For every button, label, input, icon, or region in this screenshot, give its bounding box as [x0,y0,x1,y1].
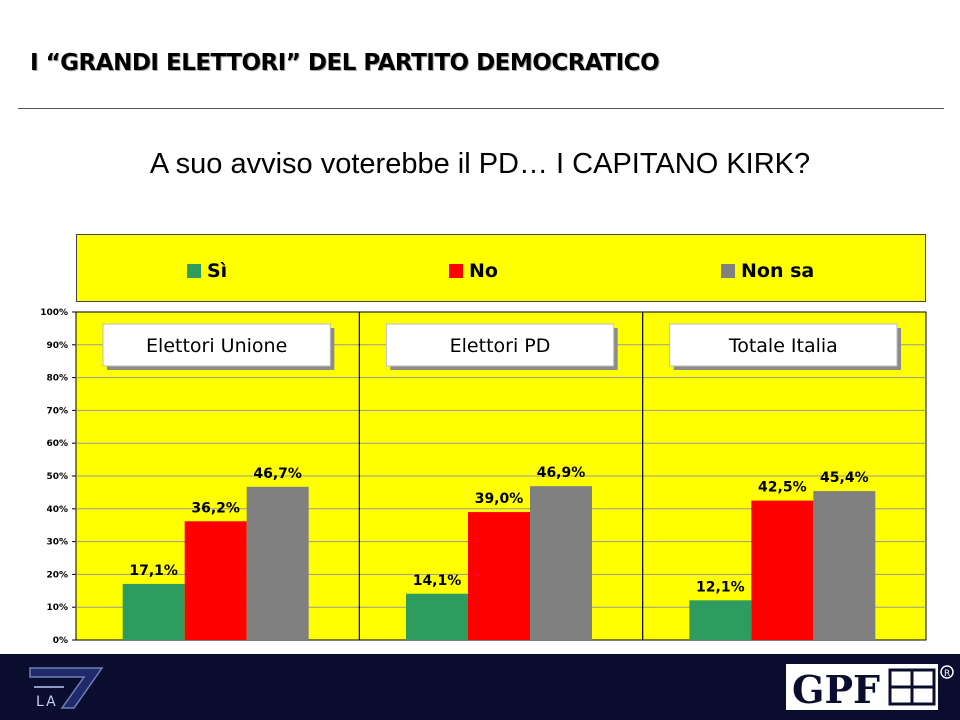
y-tick-label: 50% [46,472,68,482]
legend-swatch-si [187,264,201,278]
title-divider [18,108,944,109]
bar [406,593,468,640]
slide-title: I “GRANDI ELETTORI” DEL PARTITO DEMOCRAT… [30,50,660,76]
bar [246,486,309,640]
bar [184,521,247,640]
bar [122,583,185,640]
bar [530,486,592,640]
svg-text:GPF: GPF [792,667,880,712]
bar-chart: 0% 10% 20% 30% 40% 50% 60% 70% 80% 90% 100% Elettor… [40,308,927,646]
data-label: 14,1% [413,573,462,589]
legend-item-non-sa: Non sa [721,260,814,282]
data-label: 12,1% [696,579,745,595]
bar [813,491,876,640]
legend-swatch-no [449,264,463,278]
gpf-logo: GPF R [786,664,954,712]
legend-item-si: Sì [187,260,227,282]
y-tick-label: 100% [40,308,68,318]
chart-legend: Sì No Non sa [76,234,926,302]
data-label: 39,0% [475,491,524,507]
y-tick-label: 40% [46,505,68,515]
panel-title-box [385,323,615,367]
y-tick-label: 60% [46,439,68,449]
panel-title: Totale Italia [728,335,838,357]
y-tick-label: 90% [46,341,68,351]
data-label: 17,1% [129,563,178,579]
legend-label-si: Sì [207,260,228,282]
legend-label-no: No [469,260,498,282]
y-tick-label: 10% [46,603,68,613]
y-tick-label: 70% [46,406,68,416]
panel-title: Elettori PD [450,335,551,357]
data-label: 46,9% [537,465,586,481]
panel-title-box [102,323,331,367]
y-tick-label: 0% [53,636,68,646]
svg-text:LA: LA [36,694,58,710]
y-tick-label: 20% [46,570,68,580]
panel-title: Elettori Unione [146,335,287,357]
data-label: 42,5% [758,480,807,496]
data-label: 36,2% [191,500,240,516]
data-label: 45,4% [820,470,869,486]
y-tick-label: 30% [46,538,68,548]
panel-title-box [669,323,898,367]
footer-bar: LA GPF R [0,654,960,720]
legend-label-non-sa: Non sa [741,260,815,282]
data-label: 46,7% [253,466,302,482]
legend-item-no: No [449,260,498,282]
la7-logo: LA [22,660,114,714]
legend-swatch-non-sa [721,264,735,278]
bar [468,512,530,640]
bar [689,600,752,640]
survey-question: A suo avviso voterebbe il PD… I CAPITANO… [149,148,811,180]
y-tick-label: 80% [46,374,68,384]
bar [751,500,814,640]
svg-text:R: R [944,669,950,679]
